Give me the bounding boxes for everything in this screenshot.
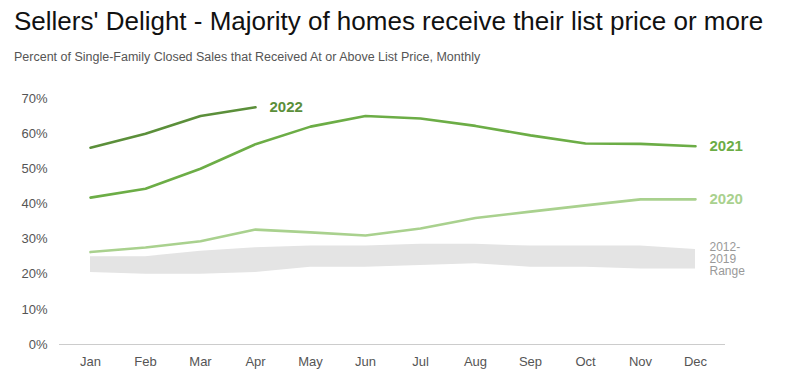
svg-text:Oct: Oct bbox=[575, 354, 596, 369]
svg-text:40%: 40% bbox=[21, 196, 47, 211]
svg-text:Apr: Apr bbox=[245, 354, 266, 369]
svg-text:Feb: Feb bbox=[134, 354, 156, 369]
svg-text:2012-2019Range: 2012-2019Range bbox=[710, 240, 746, 278]
svg-text:2020: 2020 bbox=[710, 190, 743, 207]
svg-text:May: May bbox=[298, 354, 323, 369]
svg-text:60%: 60% bbox=[21, 126, 47, 141]
html-text:Sellers' Delight - Majority of: Sellers' Delight - Majority of homes rec… bbox=[14, 6, 764, 36]
svg-text:Jan: Jan bbox=[80, 354, 101, 369]
svg-text:Dec: Dec bbox=[684, 354, 708, 369]
svg-text:70%: 70% bbox=[21, 91, 47, 106]
svg-text:Aug: Aug bbox=[464, 354, 487, 369]
svg-text:Nov: Nov bbox=[629, 354, 653, 369]
svg-text:30%: 30% bbox=[21, 231, 47, 246]
svg-text:Sep: Sep bbox=[519, 354, 542, 369]
svg-text:Mar: Mar bbox=[189, 354, 212, 369]
svg-text:2022: 2022 bbox=[270, 98, 303, 115]
svg-text:2021: 2021 bbox=[710, 137, 743, 154]
svg-text:Jun: Jun bbox=[355, 354, 376, 369]
html-text:Percent of Single-Family Close: Percent of Single-Family Closed Sales th… bbox=[14, 50, 481, 64]
svg-text:0%: 0% bbox=[29, 337, 48, 352]
svg-text:20%: 20% bbox=[21, 266, 47, 281]
svg-text:Jul: Jul bbox=[412, 354, 429, 369]
svg-text:10%: 10% bbox=[21, 302, 47, 317]
svg-text:50%: 50% bbox=[21, 161, 47, 176]
